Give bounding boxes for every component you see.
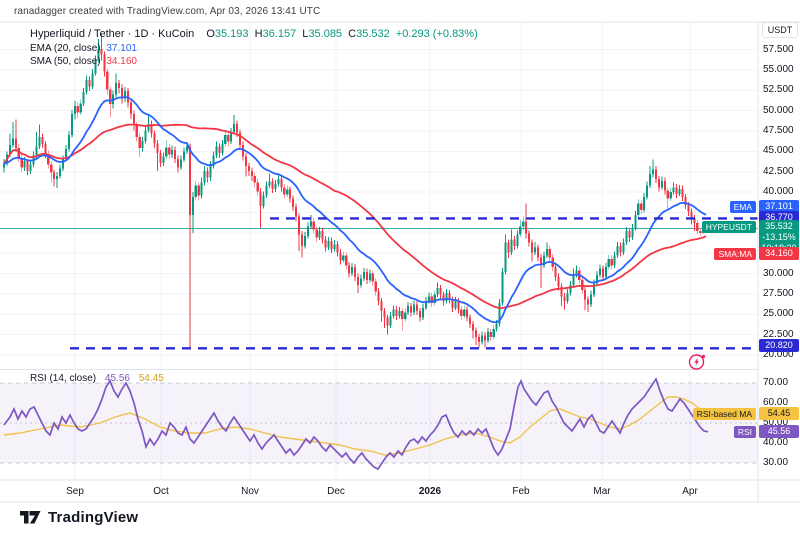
rsi-axis-label: 40.00 xyxy=(763,437,789,448)
ema-legend-row[interactable]: EMA (20, close) 37.101 xyxy=(30,42,481,56)
tradingview-logo-text: TradingView xyxy=(48,509,139,526)
ohlc-low-label: L xyxy=(302,28,309,40)
rsi-tag: RSI xyxy=(733,426,756,438)
ema-label: EMA (20, close) xyxy=(30,42,101,54)
sma-label: SMA (50, close) xyxy=(30,56,101,67)
price-axis-label: 20.000 xyxy=(763,348,794,360)
price-axis-label: 52.500 xyxy=(763,84,794,96)
rsi-label: RSI (14, close) xyxy=(30,373,97,384)
ohlc-low-value: 35.085 xyxy=(308,28,343,40)
time-axis-label: Nov xyxy=(241,486,259,497)
price-axis-label: 47.500 xyxy=(763,125,794,137)
ema-tag: EMA xyxy=(729,201,756,213)
change-percent: -13.15% xyxy=(762,232,796,242)
time-axis-label: Feb xyxy=(512,486,530,497)
price-axis-label: 30.000 xyxy=(763,267,794,279)
price-axis-label: 57.500 xyxy=(763,43,794,55)
rsi-ma-tag: RSI-based MA xyxy=(692,408,756,420)
watermark: ranadagger created with TradingView.com,… xyxy=(14,6,321,17)
rsi-ma-value: 54.45 xyxy=(138,373,164,384)
symbol-legend-row[interactable]: Hyperliquid / Tether · 1D · KuCoin O35.1… xyxy=(30,28,481,42)
price-axis-label: 55.000 xyxy=(763,64,794,76)
ema-price-chip: 37.101 xyxy=(759,200,799,213)
rsi-value-chip: 45.56 xyxy=(759,425,799,438)
ohlc-high-label: H xyxy=(254,28,263,40)
rsi-ma-line xyxy=(3,396,709,456)
price-axis-label: 27.500 xyxy=(763,287,794,299)
change-value: +0.293 (+0.83%) xyxy=(395,28,478,40)
time-axis-label: Oct xyxy=(153,486,169,497)
sma-line xyxy=(3,123,707,310)
instant-trading-button[interactable] xyxy=(688,353,706,371)
price-axis-label: 50.000 xyxy=(763,104,794,116)
sma-legend-row[interactable]: SMA (50, close) 34.160 xyxy=(30,55,481,69)
rsi-axis-label: 50.00 xyxy=(763,417,789,428)
legend: Hyperliquid / Tether · 1D · KuCoin O35.1… xyxy=(30,28,481,69)
rsi-legend-row[interactable]: RSI (14, close) 45.56 54.45 xyxy=(30,373,164,384)
level2-price-chip: 20.820 xyxy=(759,339,799,352)
ohlc-close-label: C xyxy=(348,28,357,40)
tradingview-logo[interactable]: TradingView xyxy=(20,509,138,526)
currency-label[interactable]: USDT xyxy=(762,22,798,38)
time-axis-label: Apr xyxy=(682,486,698,497)
ohlc-close-value: 35.532 xyxy=(356,28,390,40)
time-axis-label: Mar xyxy=(593,486,611,497)
price-axis-label: 40.000 xyxy=(763,186,794,198)
symbol-title: Hyperliquid / Tether · 1D · KuCoin xyxy=(30,28,195,40)
last-price-value: 35.532 xyxy=(765,221,793,231)
time-axis-label: Sep xyxy=(66,486,84,497)
rsi-axis-label: 60.00 xyxy=(763,397,789,408)
ema-value: 37.101 xyxy=(106,42,137,54)
ema-line xyxy=(3,96,707,324)
tradingview-logo-icon xyxy=(20,511,41,524)
price-axis-label: 22.500 xyxy=(763,328,794,340)
ohlc-high-value: 36.157 xyxy=(262,28,297,40)
sma-tag: SMA:MA xyxy=(714,248,756,260)
ohlc-open-value: 35.193 xyxy=(214,28,249,40)
time-axis-label: Dec xyxy=(327,486,345,497)
rsi-ma-value-chip: 54.45 xyxy=(759,407,799,420)
price-axis-label: 25.000 xyxy=(763,308,794,320)
sma-value: 34.160 xyxy=(106,56,137,67)
rsi-axis-label: 70.00 xyxy=(763,377,789,388)
ohlc-open-label: O xyxy=(206,28,215,40)
price-axis-label: 42.500 xyxy=(763,165,794,177)
rsi-band xyxy=(0,383,758,463)
symbol-tag: HYPEUSDT xyxy=(701,221,756,233)
rsi-axis-label: 30.00 xyxy=(763,457,789,468)
sma-price-chip: 34.160 xyxy=(759,247,799,260)
rsi-line xyxy=(3,377,709,471)
lightning-icon xyxy=(688,354,706,370)
candlestick-series xyxy=(2,34,708,349)
rsi-value: 45.56 xyxy=(104,373,130,384)
price-axis-label: 45.000 xyxy=(763,145,794,157)
time-axis-label: 2026 xyxy=(418,486,442,497)
